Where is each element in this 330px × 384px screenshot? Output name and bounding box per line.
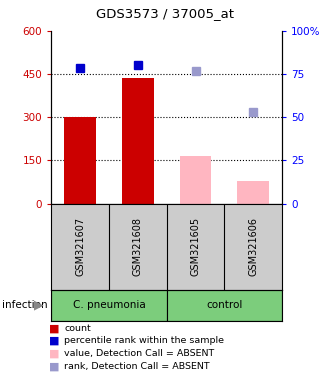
Text: ■: ■	[49, 361, 60, 371]
Text: GSM321605: GSM321605	[190, 217, 201, 276]
Text: control: control	[206, 300, 243, 310]
Text: value, Detection Call = ABSENT: value, Detection Call = ABSENT	[64, 349, 214, 358]
Bar	[64, 117, 96, 204]
Bar	[167, 290, 282, 321]
Text: GSM321606: GSM321606	[248, 217, 258, 276]
Text: ■: ■	[49, 336, 60, 346]
Text: GSM321608: GSM321608	[133, 217, 143, 276]
Bar	[237, 181, 269, 204]
Text: ■: ■	[49, 349, 60, 359]
Text: rank, Detection Call = ABSENT: rank, Detection Call = ABSENT	[64, 362, 210, 371]
Text: percentile rank within the sample: percentile rank within the sample	[64, 336, 224, 346]
Bar	[122, 78, 154, 204]
Text: GDS3573 / 37005_at: GDS3573 / 37005_at	[96, 7, 234, 20]
Bar	[180, 156, 212, 204]
Text: C. pneumonia: C. pneumonia	[73, 300, 145, 310]
Text: count: count	[64, 324, 91, 333]
Text: ■: ■	[49, 323, 60, 333]
Bar	[51, 290, 167, 321]
Text: GSM321607: GSM321607	[75, 217, 85, 276]
Text: ▶: ▶	[34, 299, 44, 312]
Text: infection: infection	[2, 300, 47, 310]
